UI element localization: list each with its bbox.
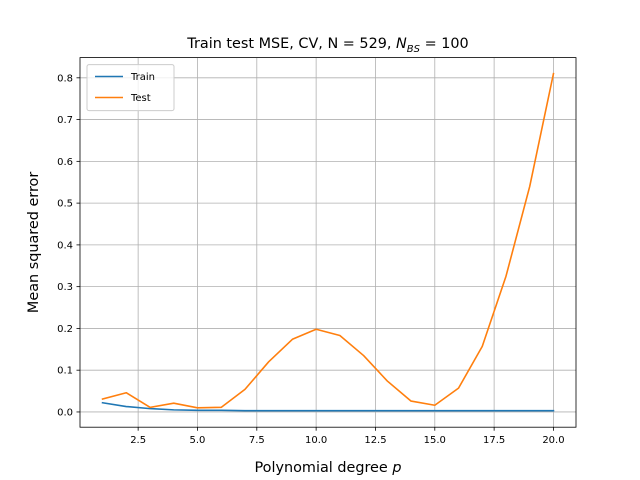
y-tick-label: 0.1	[57, 366, 73, 377]
legend-label-test: Test	[130, 93, 151, 104]
x-tick-label: 5.0	[190, 435, 206, 446]
x-tick-label: 15.0	[424, 435, 446, 446]
x-axis-label: Polynomial degree p	[255, 460, 402, 476]
x-tick-label: 10.0	[305, 435, 327, 446]
x-tick-label: 7.5	[249, 435, 265, 446]
y-tick-label: 0.3	[57, 282, 73, 293]
y-tick-label: 0.8	[57, 73, 73, 84]
series-lines	[101, 72, 555, 412]
x-tick-label: 12.5	[364, 435, 386, 446]
y-axis-label: Mean squared error	[26, 172, 42, 313]
y-tick-label: 0.0	[57, 407, 73, 418]
y-tick-label: 0.5	[57, 199, 73, 210]
x-tick-label: 2.5	[130, 435, 146, 446]
axis-ticks: 2.5 5.0 7.5 10.0 12.5 15.0 17.5 20.0 0.0 0.1 0.2 0.…	[57, 73, 564, 446]
plot-frame	[79, 57, 577, 428]
y-tick-label: 0.7	[57, 115, 73, 126]
series-line-train	[101, 401, 555, 412]
chart-title: Train test MSE, CV, N = 529, NBS = 100	[186, 36, 468, 55]
y-tick-label: 0.2	[57, 324, 73, 335]
legend: Train Test	[86, 64, 175, 112]
series-line-test	[101, 72, 555, 409]
grid	[80, 57, 576, 428]
x-tick-label: 20.0	[542, 435, 564, 446]
legend-label-train: Train	[130, 72, 155, 83]
y-tick-label: 0.4	[57, 240, 73, 251]
x-tick-label: 17.5	[483, 435, 505, 446]
y-tick-label: 0.6	[57, 157, 73, 168]
